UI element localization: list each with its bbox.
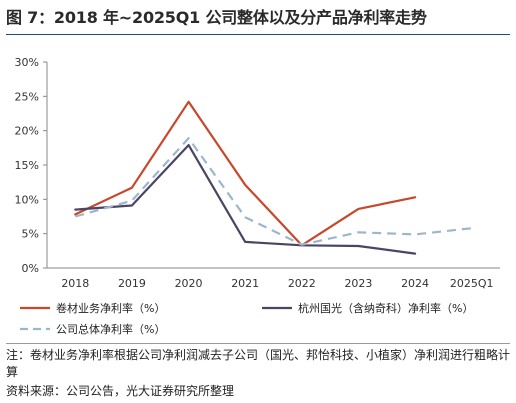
y-tick-label: 10%	[15, 193, 39, 206]
figure-note: 注：卷材业务净利率根据公司净利润减去子公司（国光、邦怡科技、小植家）净利润进行粗…	[6, 348, 511, 379]
series-line-1	[74, 100, 417, 247]
y-tick-label: 5%	[22, 228, 39, 241]
y-tick-label: 15%	[15, 159, 39, 172]
x-tick-label: 2024	[401, 277, 429, 290]
y-tick-label: 25%	[15, 90, 39, 103]
x-tick-label: 2025Q1	[450, 277, 494, 290]
y-tick-label: 20%	[15, 125, 39, 138]
footer-divider	[6, 343, 510, 344]
legend-label-3: 公司总体净利率（%）	[56, 322, 165, 336]
y-tick-label: 30%	[15, 56, 39, 69]
title-divider	[6, 34, 510, 35]
x-tick-label: 2023	[344, 277, 372, 290]
x-tick-label: 2018	[61, 277, 89, 290]
series-line-3	[75, 137, 472, 246]
legend-label-2: 杭州国光（含纳奇科）净利率（%）	[298, 301, 473, 315]
figure-title: 图 7：2018 年~2025Q1 公司整体以及分产品净利率走势	[6, 8, 427, 27]
y-tick-label: 0%	[22, 262, 39, 275]
chart-axes: 0% 5% 10% 15% 20% 25% 30% 2018 2019 2020 2021 2022 2…	[15, 56, 500, 290]
x-tick-label: 2021	[231, 277, 259, 290]
x-tick-label: 2020	[175, 277, 203, 290]
x-tick-label: 2019	[118, 277, 146, 290]
chart-legend: 卷材业务净利率（%） 杭州国光（含纳奇科）净利率（%） 公司总体净利率（%）	[20, 301, 473, 336]
line-chart: 0% 5% 10% 15% 20% 25% 30% 2018 2019 2020 2021 2022 2…	[15, 56, 500, 336]
series-line-2	[74, 144, 417, 255]
x-tick-label: 2022	[288, 277, 316, 290]
figure-source: 资料来源：公司公告，光大证券研究所整理	[6, 384, 235, 398]
chart-series	[74, 100, 472, 255]
legend-label-1: 卷材业务净利率（%）	[56, 301, 165, 315]
